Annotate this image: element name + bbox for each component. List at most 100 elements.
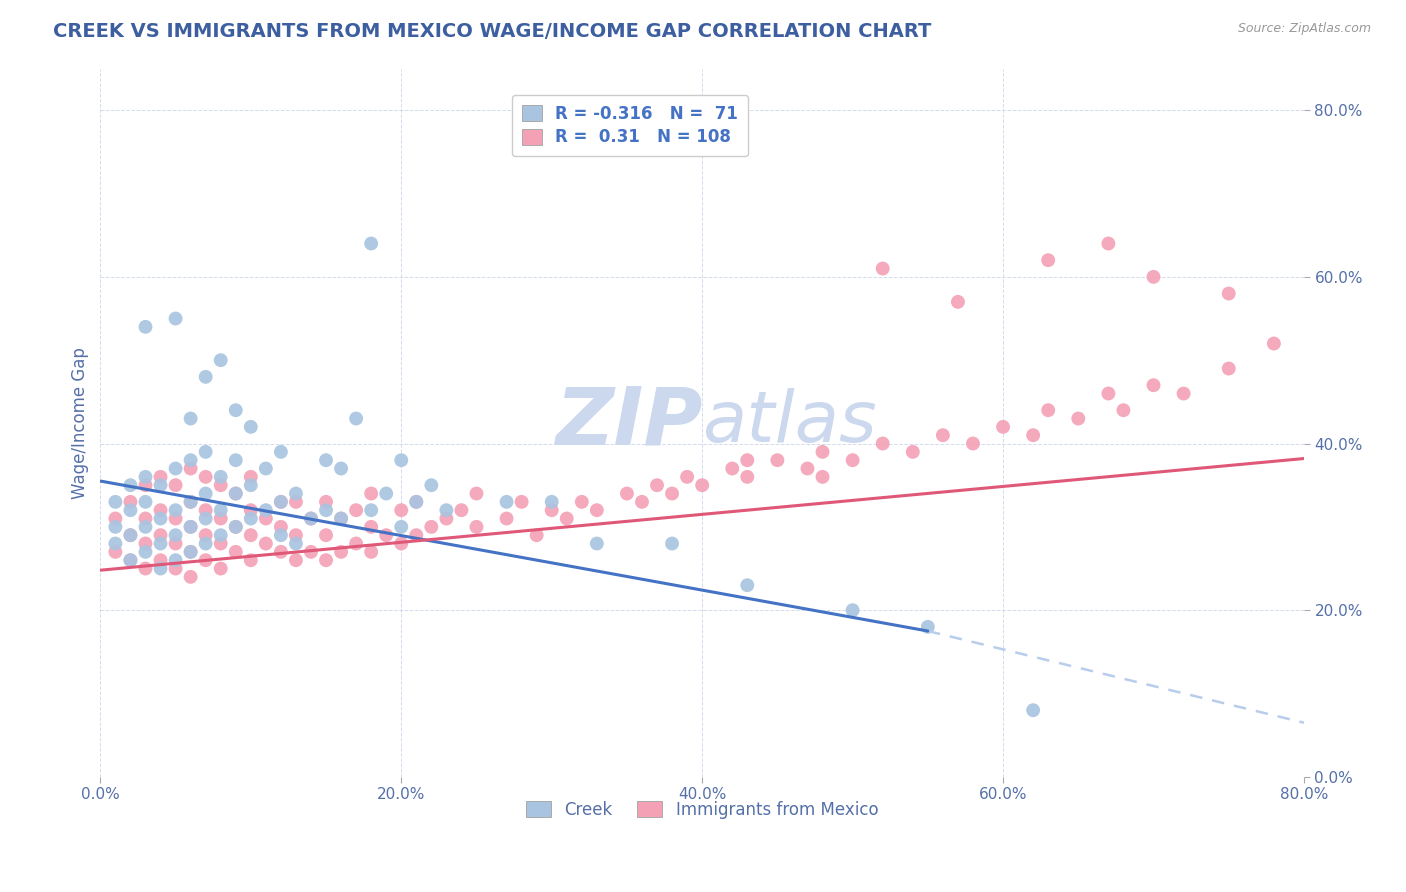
Point — [149, 536, 172, 550]
Point — [540, 503, 562, 517]
Point — [330, 545, 353, 559]
Point — [811, 445, 834, 459]
Point — [284, 528, 307, 542]
Y-axis label: Wage/Income Gap: Wage/Income Gap — [72, 347, 89, 499]
Point — [270, 495, 292, 509]
Point — [645, 478, 668, 492]
Point — [270, 520, 292, 534]
Point — [254, 503, 277, 517]
Point — [209, 503, 232, 517]
Point — [676, 470, 699, 484]
Point — [180, 461, 202, 475]
Point — [239, 420, 262, 434]
Point — [180, 520, 202, 534]
Point — [389, 453, 412, 467]
Point — [225, 453, 247, 467]
Point — [420, 478, 443, 492]
Point — [254, 511, 277, 525]
Point — [405, 528, 427, 542]
Point — [209, 478, 232, 492]
Point — [841, 453, 863, 467]
Point — [149, 553, 172, 567]
Point — [165, 511, 187, 525]
Point — [209, 470, 232, 484]
Point — [239, 470, 262, 484]
Point — [194, 369, 217, 384]
Point — [962, 436, 984, 450]
Point — [270, 495, 292, 509]
Point — [1022, 428, 1045, 442]
Point — [932, 428, 955, 442]
Point — [134, 319, 156, 334]
Point — [420, 520, 443, 534]
Point — [389, 503, 412, 517]
Point — [299, 545, 322, 559]
Point — [721, 461, 744, 475]
Point — [450, 503, 472, 517]
Point — [1038, 253, 1060, 268]
Point — [495, 511, 517, 525]
Point — [766, 453, 789, 467]
Point — [209, 536, 232, 550]
Point — [375, 486, 398, 500]
Point — [405, 495, 427, 509]
Point — [315, 503, 337, 517]
Point — [194, 445, 217, 459]
Point — [315, 553, 337, 567]
Point — [149, 503, 172, 517]
Point — [225, 520, 247, 534]
Point — [149, 561, 172, 575]
Point — [134, 561, 156, 575]
Point — [254, 461, 277, 475]
Point — [405, 495, 427, 509]
Point — [315, 528, 337, 542]
Legend: Creek, Immigrants from Mexico: Creek, Immigrants from Mexico — [519, 794, 886, 825]
Point — [180, 411, 202, 425]
Point — [1263, 336, 1285, 351]
Point — [585, 536, 607, 550]
Point — [134, 545, 156, 559]
Point — [344, 411, 367, 425]
Point — [465, 486, 488, 500]
Point — [180, 520, 202, 534]
Point — [1173, 386, 1195, 401]
Point — [434, 503, 457, 517]
Point — [811, 470, 834, 484]
Point — [209, 561, 232, 575]
Point — [344, 503, 367, 517]
Point — [1142, 269, 1164, 284]
Point — [917, 620, 939, 634]
Point — [104, 545, 127, 559]
Point — [225, 520, 247, 534]
Point — [299, 511, 322, 525]
Point — [165, 536, 187, 550]
Point — [165, 553, 187, 567]
Point — [209, 528, 232, 542]
Point — [737, 578, 759, 592]
Point — [209, 511, 232, 525]
Point — [434, 511, 457, 525]
Point — [315, 453, 337, 467]
Point — [120, 478, 142, 492]
Point — [239, 503, 262, 517]
Point — [526, 528, 548, 542]
Text: ZIP: ZIP — [555, 384, 702, 462]
Point — [149, 478, 172, 492]
Point — [149, 528, 172, 542]
Point — [180, 570, 202, 584]
Point — [180, 545, 202, 559]
Point — [165, 478, 187, 492]
Point — [946, 294, 969, 309]
Point — [194, 503, 217, 517]
Point — [284, 536, 307, 550]
Point — [134, 536, 156, 550]
Point — [540, 495, 562, 509]
Point — [661, 536, 683, 550]
Point — [180, 545, 202, 559]
Point — [1097, 236, 1119, 251]
Point — [872, 261, 894, 276]
Point — [360, 545, 382, 559]
Point — [225, 545, 247, 559]
Point — [571, 495, 593, 509]
Point — [165, 503, 187, 517]
